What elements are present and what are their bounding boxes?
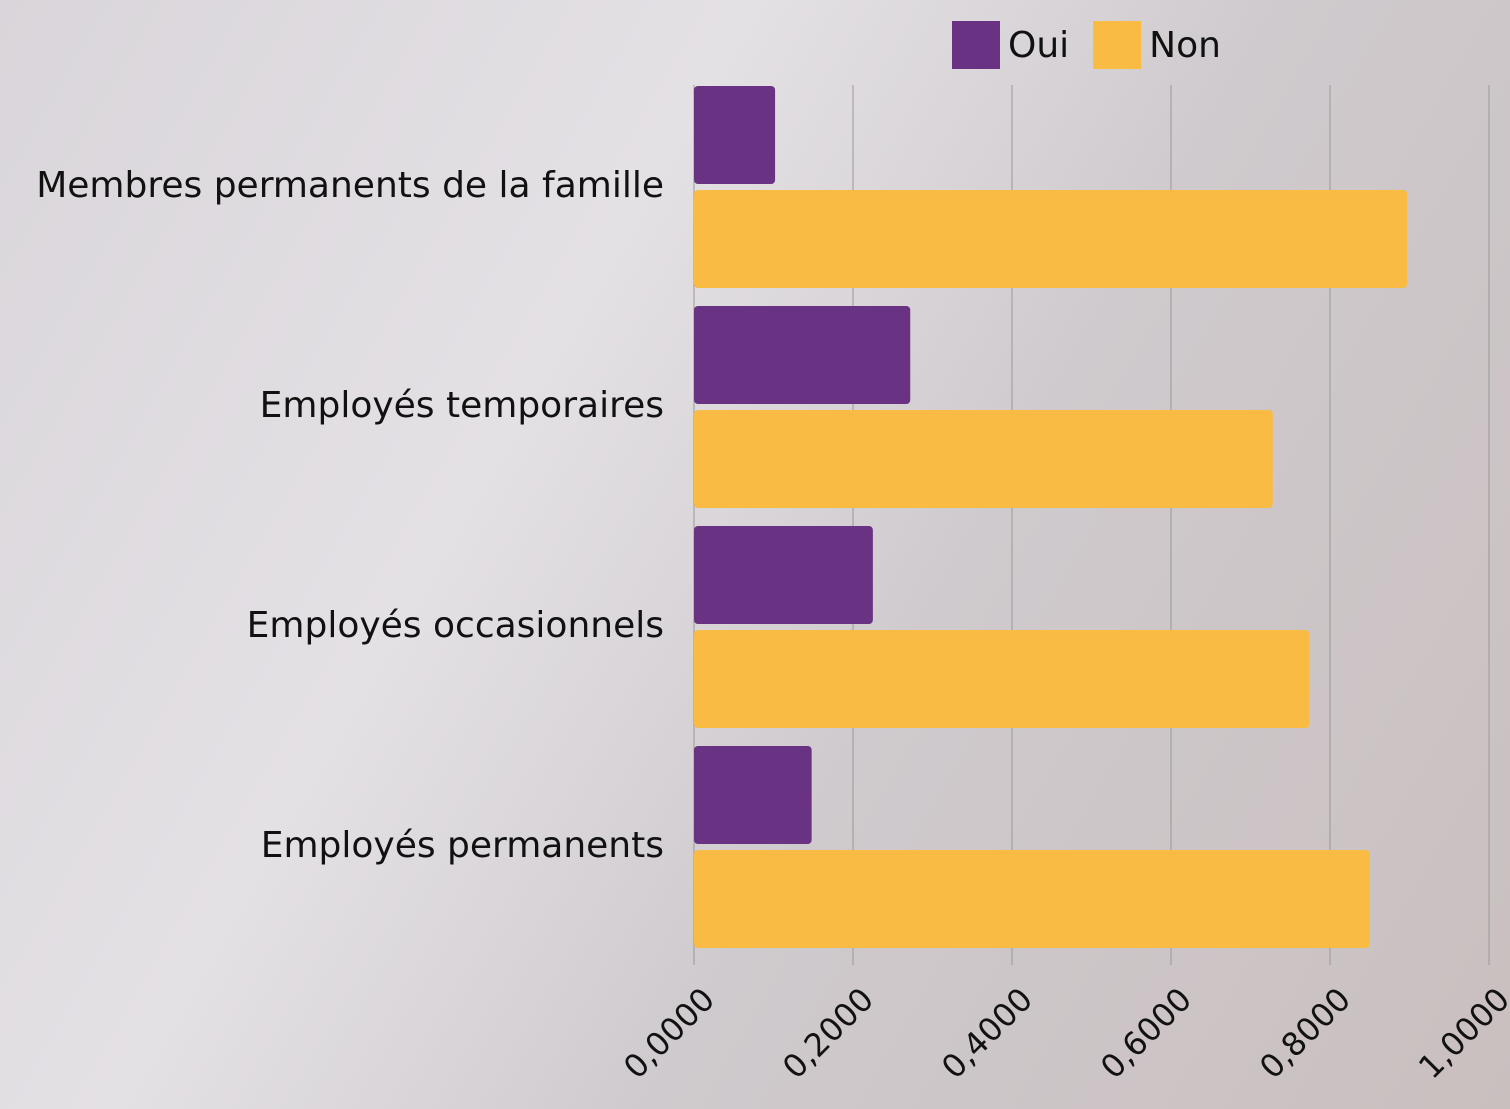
bar bbox=[694, 746, 812, 844]
legend-label: Non bbox=[1149, 25, 1221, 66]
chart: 0,0000 0,2000 0,4000 0,6000 0,8000 1,0000 Memb… bbox=[0, 0, 1510, 1109]
x-tick-label: 0,2000 bbox=[775, 980, 881, 1086]
x-tick-label: 0,4000 bbox=[934, 980, 1040, 1086]
y-tick-label: Employés temporaires bbox=[260, 385, 664, 426]
x-tick-label: 0,6000 bbox=[1093, 980, 1199, 1086]
bar bbox=[694, 306, 910, 404]
bar bbox=[694, 630, 1309, 728]
y-tick-label: Employés occasionnels bbox=[247, 605, 664, 646]
legend-label: Oui bbox=[1008, 25, 1069, 66]
bar bbox=[694, 526, 873, 624]
x-tick-label: 1,0000 bbox=[1411, 980, 1510, 1086]
y-tick-label: Employés permanents bbox=[261, 825, 664, 866]
y-tick-label: Membres permanents de la famille bbox=[36, 165, 664, 206]
x-tick-label: 0,8000 bbox=[1252, 980, 1358, 1086]
x-tick-label: 0,0000 bbox=[616, 980, 722, 1086]
legend-swatch bbox=[1093, 21, 1141, 69]
bar bbox=[694, 850, 1370, 948]
bar bbox=[694, 190, 1407, 288]
bar bbox=[694, 410, 1273, 508]
bar bbox=[694, 86, 775, 184]
legend-swatch bbox=[952, 21, 1000, 69]
